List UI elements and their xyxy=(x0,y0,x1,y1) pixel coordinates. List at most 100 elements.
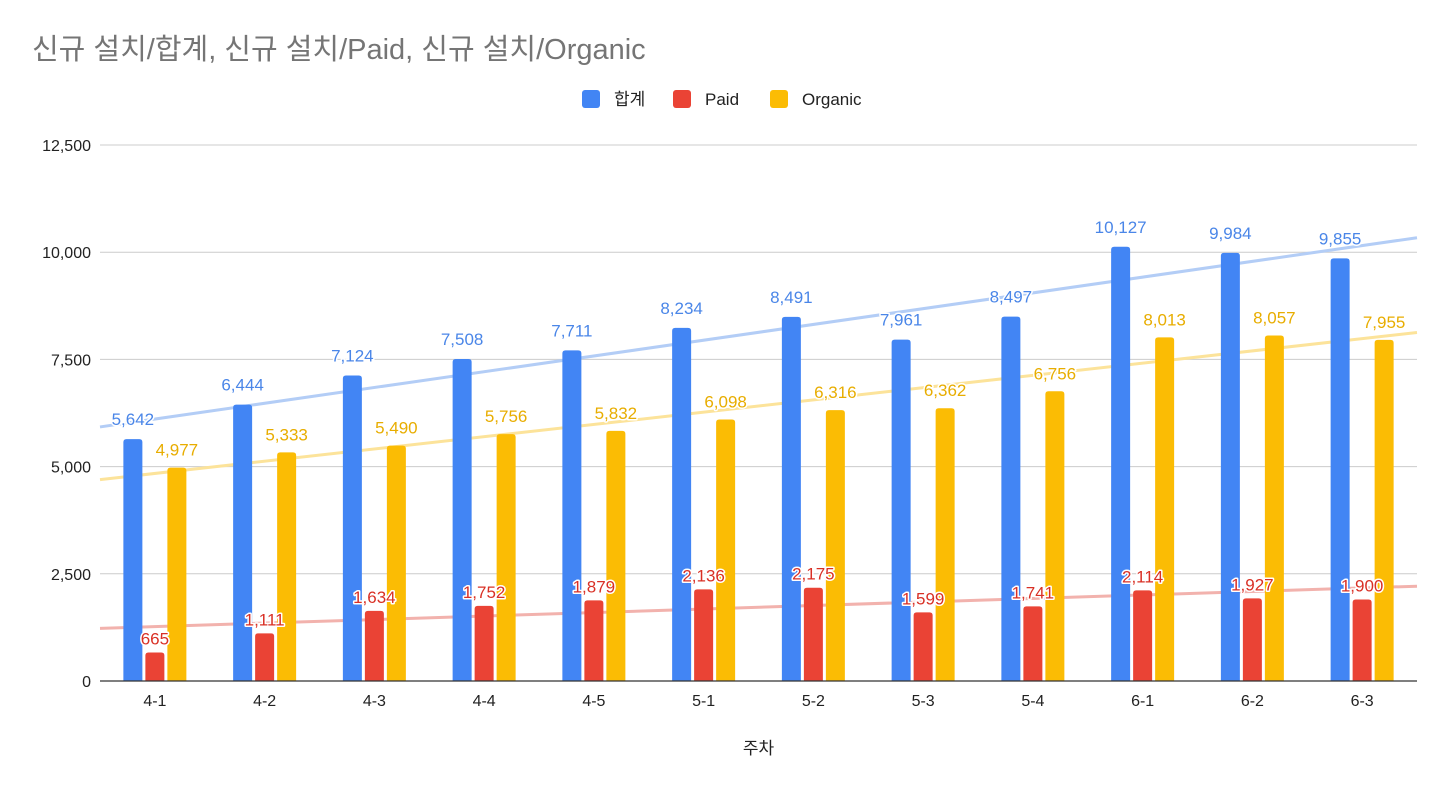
legend-item-organic[interactable]: Organic xyxy=(770,90,862,109)
data-label-paid-5-3: 1,599 xyxy=(902,589,945,608)
bar-paid-5-1[interactable] xyxy=(694,589,714,681)
data-label-total-4-3: 7,124 xyxy=(331,347,374,366)
bar-total-5-1[interactable] xyxy=(672,327,692,681)
trendline-paid xyxy=(99,584,1418,630)
y-tick-label: 2,500 xyxy=(51,567,91,584)
bar-paid-4-2[interactable] xyxy=(255,633,275,681)
x-tick-label: 5-1 xyxy=(692,693,715,710)
bar-organic-4-3[interactable] xyxy=(386,445,406,681)
data-label-paid-4-2: 1,111 xyxy=(245,610,285,629)
x-axis: 4-1 4-2 4-3 4-4 4-5 5-1 5-2 5-3 5-4 6-1 6-2 6-3 xyxy=(100,680,1417,710)
data-label-total-6-3: 9,855 xyxy=(1319,229,1362,248)
data-label-organic-5-2: 6,316 xyxy=(814,383,857,402)
x-tick-label: 4-1 xyxy=(143,693,166,710)
legend[interactable]: 합계 Paid Organic xyxy=(582,90,862,109)
bar-total-5-4[interactable] xyxy=(1001,316,1021,681)
bar-paid-5-2[interactable] xyxy=(803,587,823,681)
chart-title: 신규 설치/합계, 신규 설치/Paid, 신규 설치/Organic xyxy=(32,34,646,66)
bar-total-4-1[interactable] xyxy=(123,439,143,681)
x-tick-label: 4-3 xyxy=(363,693,386,710)
trendline-total xyxy=(99,236,1418,429)
data-label-total-5-2: 8,491 xyxy=(770,288,813,307)
legend-swatch xyxy=(673,90,691,108)
data-label-paid-5-1: 2,136 xyxy=(682,566,725,585)
bar-total-4-2[interactable] xyxy=(233,404,253,681)
data-label-paid-6-3: 1,900 xyxy=(1341,577,1384,596)
x-tick-label: 4-5 xyxy=(582,693,605,710)
data-labels: 5,642 6,444 7,124 7,508 7,711 8,234 8,491 7,961… xyxy=(110,216,1407,650)
data-label-paid-5-4: 1,741 xyxy=(1012,583,1055,602)
y-tick-label: 12,500 xyxy=(42,138,91,155)
bar-organic-6-1[interactable] xyxy=(1155,337,1175,681)
legend-item-paid[interactable]: Paid xyxy=(673,90,739,109)
data-label-paid-4-3: 1,634 xyxy=(353,588,396,607)
y-tick-label: 5,000 xyxy=(51,460,91,477)
data-label-organic-5-3: 6,362 xyxy=(924,381,967,400)
data-label-total-6-1: 10,127 xyxy=(1095,218,1147,237)
legend-swatch xyxy=(582,90,600,108)
bar-organic-6-2[interactable] xyxy=(1264,335,1284,681)
bar-organic-4-2[interactable] xyxy=(277,452,297,681)
data-label-total-4-4: 7,508 xyxy=(441,330,484,349)
data-label-organic-4-5: 5,832 xyxy=(595,404,638,423)
x-tick-label: 5-4 xyxy=(1021,693,1044,710)
data-label-total-5-1: 8,234 xyxy=(660,299,703,318)
bar-total-6-3[interactable] xyxy=(1330,258,1350,681)
bars xyxy=(123,246,1394,681)
bar-organic-4-1[interactable] xyxy=(167,467,187,681)
bar-organic-4-4[interactable] xyxy=(496,434,516,681)
data-label-total-5-4: 8,497 xyxy=(990,288,1033,307)
bar-paid-4-4[interactable] xyxy=(474,605,494,681)
bar-organic-6-3[interactable] xyxy=(1374,339,1394,681)
trendline-organic xyxy=(99,331,1418,482)
bar-organic-5-4[interactable] xyxy=(1045,391,1065,681)
data-label-organic-5-1: 6,098 xyxy=(704,393,747,412)
gridlines xyxy=(100,144,1417,575)
x-tick-label: 4-2 xyxy=(253,693,276,710)
data-label-organic-4-3: 5,490 xyxy=(375,419,418,438)
data-label-organic-6-1: 8,013 xyxy=(1143,310,1186,329)
bar-paid-4-3[interactable] xyxy=(364,610,384,681)
data-label-paid-6-1: 2,114 xyxy=(1122,567,1163,586)
data-label-total-6-2: 9,984 xyxy=(1209,224,1252,243)
bar-total-4-4[interactable] xyxy=(452,359,472,681)
x-tick-label: 4-4 xyxy=(473,693,496,710)
bar-organic-5-1[interactable] xyxy=(716,419,736,681)
bar-total-6-1[interactable] xyxy=(1111,246,1131,681)
trendlines xyxy=(99,236,1418,630)
data-label-paid-4-1: 665 xyxy=(141,629,169,648)
x-tick-label: 5-2 xyxy=(802,693,825,710)
bar-paid-5-3[interactable] xyxy=(913,612,933,681)
data-label-organic-6-2: 8,057 xyxy=(1253,309,1296,328)
bar-paid-6-1[interactable] xyxy=(1133,590,1153,681)
bar-paid-6-3[interactable] xyxy=(1352,599,1372,681)
bar-total-4-3[interactable] xyxy=(342,375,362,681)
y-axis: 0 2,500 5,000 7,500 10,000 12,500 xyxy=(42,138,91,691)
bar-total-4-5[interactable] xyxy=(562,350,582,681)
bar-paid-5-4[interactable] xyxy=(1023,606,1043,681)
legend-swatch xyxy=(770,90,788,108)
bar-total-5-2[interactable] xyxy=(781,316,801,681)
legend-label: 합계 xyxy=(614,90,645,109)
bar-paid-4-1[interactable] xyxy=(145,652,165,681)
x-tick-label: 6-3 xyxy=(1351,693,1374,710)
data-label-paid-6-2: 1,927 xyxy=(1231,575,1274,594)
bar-organic-4-5[interactable] xyxy=(606,430,626,681)
data-label-organic-4-1: 4,977 xyxy=(156,441,199,460)
data-label-total-5-3: 7,961 xyxy=(880,311,923,330)
bar-organic-5-3[interactable] xyxy=(935,408,955,681)
data-label-paid-5-2: 2,175 xyxy=(792,565,835,584)
bar-total-6-2[interactable] xyxy=(1220,252,1240,681)
legend-item-total[interactable]: 합계 xyxy=(582,90,645,109)
data-label-paid-4-5: 1,879 xyxy=(573,577,616,596)
bar-paid-4-5[interactable] xyxy=(584,600,604,681)
bar-organic-5-2[interactable] xyxy=(825,410,845,681)
bar-paid-6-2[interactable] xyxy=(1242,598,1262,681)
bar-total-5-3[interactable] xyxy=(891,339,911,681)
data-label-organic-6-3: 7,955 xyxy=(1363,313,1406,332)
x-tick-label: 5-3 xyxy=(912,693,935,710)
data-label-total-4-2: 6,444 xyxy=(221,376,264,395)
x-axis-title: 주차 xyxy=(743,739,775,758)
legend-label: Organic xyxy=(802,90,862,109)
